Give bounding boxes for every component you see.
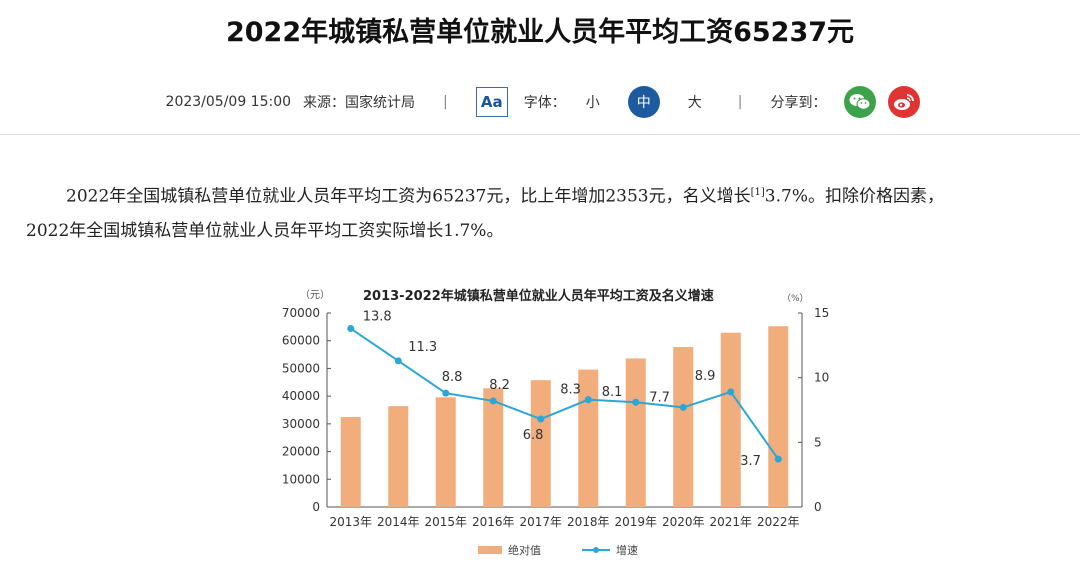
right-tick-label: 0 [814,500,822,514]
font-size-label: 字体： [523,95,566,111]
left-tick-label: 50000 [282,361,320,375]
left-unit: （元） [300,289,330,301]
x-tick-label: 2021年 [709,515,752,529]
bar [673,347,694,507]
font-size-medium[interactable]: 中 [627,86,660,118]
growth-line [350,327,780,460]
paragraph-text-1: 2022年全国城镇私营单位就业人员年平均工资为65237元，比上年增加2353元… [66,186,751,207]
x-tick-label: 2015年 [424,515,467,529]
growth-label: 7.7 [649,390,670,405]
footnote-link[interactable]: [1] [750,187,765,198]
right-tick-label: 5 [814,435,822,449]
growth-point [679,403,687,411]
growth-label: 8.1 [602,385,623,400]
article-title: 2022年城镇私营单位就业人员年平均工资65237元 [225,17,855,48]
source-name: 国家统计局 [345,95,416,111]
growth-label: 11.3 [408,340,437,355]
growth-label: 8.9 [695,369,716,384]
growth-point [537,415,545,423]
bar [578,369,599,507]
left-tick-label: 30000 [282,417,320,431]
wechat-share-icon[interactable] [844,86,877,118]
bar [483,388,504,507]
growth-label: 8.3 [560,383,581,398]
weibo-share-icon[interactable] [888,86,921,118]
x-tick-label: 2019年 [614,515,657,529]
bar [625,358,646,507]
x-tick-label: 2016年 [472,515,515,529]
article-meta: 2023/05/09 15:00 来源：国家统计局 | Aa 字体： 小 中 大… [0,86,1080,118]
source: 来源：国家统计局 [303,92,415,112]
publish-datetime: 2023/05/09 15:00 [165,94,292,110]
separator: | [737,94,743,110]
left-tick-label: 20000 [282,445,320,459]
bar [530,380,551,507]
paragraph-text-3: 2022年全国城镇私营单位就业人员年平均工资实际增长1.7%。 [26,220,504,241]
share-label: 分享到： [770,95,827,111]
left-tick-label: 60000 [282,334,320,348]
legend-bar-label: 绝对值 [508,543,541,557]
legend-line-label: 增速 [616,543,638,557]
left-tick-label: 40000 [282,389,320,403]
growth-label: 8.8 [442,370,463,385]
left-tick-label: 0 [312,500,320,514]
right-tick-label: 10 [814,371,829,385]
right-unit: （%） [782,293,809,304]
font-toggle-button[interactable]: Aa [475,87,508,117]
growth-label: 3.7 [740,454,761,469]
left-tick-label: 10000 [282,472,320,486]
x-tick-label: 2022年 [757,515,800,529]
x-tick-label: 2013年 [329,515,372,529]
x-tick-label: 2018年 [567,515,610,529]
growth-label: 13.8 [363,310,392,325]
source-label: 来源： [303,95,346,111]
font-size-large[interactable]: 大 [687,95,702,111]
article-paragraph: 2022年全国城镇私营单位就业人员年平均工资为65237元，比上年增加2353元… [26,176,1066,248]
growth-point [584,396,592,404]
chart-title: 2013-2022年城镇私营单位就业人员年平均工资及名义增速 [363,289,714,304]
wechat-icon [849,94,871,110]
bar [768,326,789,507]
separator: | [443,94,448,110]
bar [340,417,361,507]
growth-point [394,357,402,365]
x-tick-label: 2014年 [377,515,420,529]
growth-point [489,397,497,405]
bar [720,332,741,507]
growth-label: 8.2 [489,378,510,393]
bar [388,406,409,507]
font-size-small[interactable]: 小 [585,95,600,111]
header-divider [0,134,1080,135]
growth-point [632,398,640,406]
growth-point [727,388,735,396]
growth-point [774,455,782,463]
bar [435,397,456,507]
right-tick-label: 15 [814,306,829,320]
wage-chart: 0 10000 20000 30000 40000 50000 60000 70000 0 5 10… [282,289,829,557]
x-tick-label: 2017年 [519,515,562,529]
x-tick-label: 2020年 [662,515,705,529]
paragraph-text-2: 3.7%。扣除价格因素， [764,186,944,207]
left-tick-label: 70000 [282,306,320,320]
growth-point [442,389,450,397]
growth-label: 6.8 [523,428,544,443]
growth-point [347,325,355,333]
legend-bar-swatch [478,546,502,554]
weibo-icon [894,94,915,110]
